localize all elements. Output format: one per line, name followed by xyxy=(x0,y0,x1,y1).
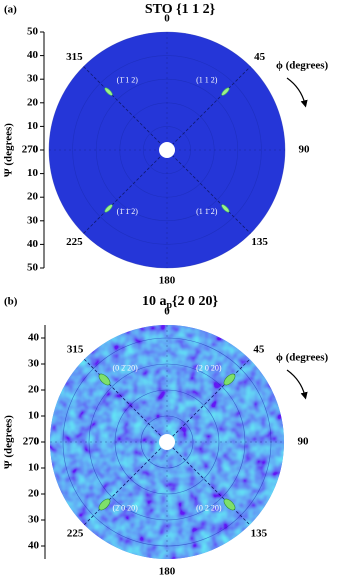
psi-tick-label: 30 xyxy=(28,514,40,526)
spot-label: (1̄ 1 2) xyxy=(117,75,139,84)
psi-tick-label: 10 xyxy=(28,410,40,422)
phi-tick-label: 225 xyxy=(67,527,84,539)
spot-label: (2 0 20) xyxy=(196,363,222,372)
phi-tick-label: 45 xyxy=(253,344,265,356)
psi-tick-label: 30 xyxy=(27,214,39,226)
spot-label: (0 2̄ 20) xyxy=(112,363,138,372)
psi-tick-label: 30 xyxy=(27,73,39,85)
phi-axis-label: ϕ (degrees) xyxy=(276,352,329,364)
phi-arrow xyxy=(286,369,308,400)
psi-tick-label: 10 xyxy=(27,120,39,132)
phi-tick-label: 0 xyxy=(164,306,170,318)
psi-tick-label: 20 xyxy=(28,384,40,396)
pole-spot xyxy=(221,87,230,96)
psi-tick-label: 40 xyxy=(28,540,40,552)
psi-tick-label: 40 xyxy=(27,49,39,61)
psi-tick-label: 20 xyxy=(27,191,39,203)
chart-title: 10 ap{2 0 20} xyxy=(142,294,219,311)
phi-tick-label: 180 xyxy=(159,275,176,287)
phi-tick-label: 90 xyxy=(299,144,311,156)
center-hole xyxy=(159,142,175,158)
psi-tick-label: 0 xyxy=(33,144,39,156)
spot-label: (1̄ 1̄ 2) xyxy=(117,207,139,216)
psi-tick-label: 40 xyxy=(28,332,40,344)
y-axis-label: Ψ (degrees) xyxy=(3,415,15,469)
panel-label: (b) xyxy=(4,296,18,308)
psi-tick-label: 40 xyxy=(27,238,39,250)
phi-tick-label: 225 xyxy=(66,236,83,248)
phi-arrow xyxy=(286,77,308,108)
panel-label: (a) xyxy=(4,4,17,16)
phi-tick-label: 45 xyxy=(254,51,266,63)
pole-spot xyxy=(221,204,230,213)
psi-tick-label: 50 xyxy=(27,262,39,274)
grid-ring xyxy=(72,55,262,245)
psi-tick-label: 10 xyxy=(27,167,39,179)
spot-label: (1 1 2) xyxy=(196,75,218,84)
psi-tick-label: 0 xyxy=(34,436,40,448)
spot-label: (0 2 20) xyxy=(196,503,222,512)
pole-spot xyxy=(98,373,111,386)
pole-spot xyxy=(104,87,113,96)
spot-label: (2̄ 0 20) xyxy=(112,503,138,512)
pole-spot xyxy=(223,373,236,386)
pole-spot xyxy=(104,204,113,213)
grid-ring xyxy=(95,78,239,222)
phi-tick-label: 315 xyxy=(67,344,84,356)
phi-tick-label: 0 xyxy=(164,13,170,25)
psi-tick-label: 30 xyxy=(28,358,40,370)
chart-title: STO {1 1 2} xyxy=(145,2,216,17)
phi-tick-label: 315 xyxy=(66,51,83,63)
psi-tick-label: 20 xyxy=(27,96,39,108)
y-axis-label: Ψ (degrees) xyxy=(3,123,15,177)
pole-figure-panel: (b) 10 ap{2 0 20}045901351802252703150101… xyxy=(3,294,329,575)
psi-tick-label: 50 xyxy=(27,26,39,38)
title-part: {2 0 20} xyxy=(172,294,219,309)
pole-spot xyxy=(98,498,111,511)
title-subscript: p xyxy=(166,300,172,311)
spot-label: (1 1̄ 2) xyxy=(196,207,218,216)
phi-tick-label: 135 xyxy=(251,527,268,539)
phi-tick-label: 180 xyxy=(159,566,176,575)
phi-axis-label: ϕ (degrees) xyxy=(276,60,329,72)
title-part: 10 a xyxy=(142,294,167,309)
center-hole xyxy=(159,434,175,450)
phi-tick-label: 270 xyxy=(23,436,40,448)
psi-tick-label: 20 xyxy=(28,488,40,500)
pole-figure-panel: (a) STO {1 1 2}04590135180225270315010102… xyxy=(3,2,329,286)
psi-tick-label: 10 xyxy=(28,462,40,474)
phi-tick-label: 135 xyxy=(251,236,268,248)
pole-spot xyxy=(223,498,236,511)
phi-tick-label: 270 xyxy=(22,144,39,156)
phi-tick-label: 90 xyxy=(298,436,310,448)
